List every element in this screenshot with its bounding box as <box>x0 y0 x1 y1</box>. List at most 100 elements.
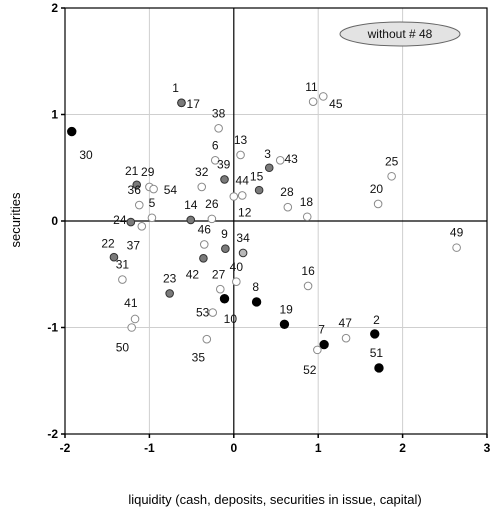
point-label-38: 38 <box>212 106 226 120</box>
point-51 <box>374 363 384 373</box>
point-38 <box>214 124 223 133</box>
point-label-6: 6 <box>212 138 219 152</box>
x-axis-label: liquidity (cash, deposits, securities in… <box>128 492 421 507</box>
point-label-10: 10 <box>224 312 238 326</box>
point-39 <box>220 175 229 184</box>
point-label-43: 43 <box>284 152 298 166</box>
annotation-box: without # 48 <box>339 21 461 47</box>
point-label-42: 42 <box>186 267 200 281</box>
point-label-39: 39 <box>217 158 231 172</box>
point-label-24: 24 <box>113 213 127 227</box>
point-label-25: 25 <box>385 154 399 168</box>
point-21 <box>132 180 142 190</box>
point-36 <box>134 200 144 210</box>
point-label-50: 50 <box>116 341 130 355</box>
point-label-41: 41 <box>124 296 138 310</box>
point-label-17: 17 <box>187 97 201 111</box>
point-10 <box>219 294 230 304</box>
point-label-40: 40 <box>230 260 244 274</box>
point-28 <box>283 202 293 212</box>
point-label-30: 30 <box>79 148 93 162</box>
point-label-15: 15 <box>250 169 264 183</box>
point-label-23: 23 <box>163 272 177 286</box>
point-label-54: 54 <box>164 183 178 197</box>
point-label-36: 36 <box>128 183 142 197</box>
point-30 <box>67 126 77 137</box>
point-20 <box>373 199 383 209</box>
point-label-3: 3 <box>264 147 271 161</box>
axes <box>61 7 488 438</box>
point-label-14: 14 <box>184 198 198 212</box>
point-label-12: 12 <box>238 205 252 219</box>
point-label-49: 49 <box>450 226 464 240</box>
point-label-53: 53 <box>196 306 210 320</box>
point-32 <box>197 182 207 192</box>
point-45 <box>318 92 328 101</box>
point-label-32: 32 <box>195 165 209 179</box>
point-label-18: 18 <box>300 195 314 209</box>
point-label-44: 44 <box>236 174 250 188</box>
point-44 <box>237 191 247 200</box>
x-tick-label: -2 <box>60 441 71 455</box>
point-label-29: 29 <box>141 165 155 179</box>
y-tick-label: 0 <box>51 214 58 228</box>
point-42 <box>199 253 208 263</box>
point-label-26: 26 <box>205 197 219 211</box>
point-31 <box>118 275 127 284</box>
y-tick-label: -2 <box>47 427 58 441</box>
point-label-13: 13 <box>234 133 248 147</box>
point-label-5: 5 <box>149 196 156 210</box>
x-tick-label: -1 <box>144 441 155 455</box>
point-49 <box>452 243 461 252</box>
y-tick-label: -1 <box>47 321 58 335</box>
point-15 <box>254 185 264 195</box>
point-label-21: 21 <box>125 164 139 178</box>
point-9 <box>221 244 230 253</box>
annotation-ellipse <box>339 21 461 47</box>
point-label-46: 46 <box>198 223 212 237</box>
point-12 <box>229 192 239 201</box>
point-label-7: 7 <box>318 323 325 337</box>
point-50 <box>127 323 136 332</box>
point-label-16: 16 <box>301 264 315 278</box>
point-3 <box>264 163 274 173</box>
point-35 <box>202 334 212 344</box>
point-label-1: 1 <box>172 81 179 95</box>
point-label-22: 22 <box>101 236 115 250</box>
point-5 <box>147 213 157 223</box>
point-24 <box>126 217 136 227</box>
point-11 <box>308 97 318 107</box>
point-41 <box>130 314 140 324</box>
x-tick-label: 2 <box>399 441 406 455</box>
point-14 <box>186 215 196 225</box>
point-label-34: 34 <box>236 231 250 245</box>
point-53 <box>208 308 217 317</box>
x-tick-label: 1 <box>315 441 322 455</box>
point-label-45: 45 <box>329 97 343 111</box>
point-label-52: 52 <box>303 363 317 377</box>
point-label-31: 31 <box>116 258 130 272</box>
point-label-37: 37 <box>127 238 141 252</box>
point-label-2: 2 <box>373 313 380 327</box>
point-label-28: 28 <box>280 185 294 199</box>
point-23 <box>165 289 174 298</box>
point-label-51: 51 <box>370 346 384 360</box>
y-axis-label: securities <box>8 192 23 247</box>
annotation-text: without # 48 <box>367 27 433 41</box>
y-tick-label: 1 <box>51 108 58 122</box>
point-19 <box>279 319 290 330</box>
point-2 <box>370 329 380 339</box>
x-tick-label: 0 <box>230 441 237 455</box>
point-16 <box>303 281 313 291</box>
point-label-11: 11 <box>305 80 318 94</box>
point-label-20: 20 <box>370 182 384 196</box>
data-points <box>67 92 461 373</box>
point-25 <box>387 171 396 181</box>
point-label-9: 9 <box>221 227 228 241</box>
point-26 <box>207 214 217 224</box>
point-22 <box>109 252 119 262</box>
point-8 <box>251 297 262 307</box>
point-46 <box>199 240 209 249</box>
